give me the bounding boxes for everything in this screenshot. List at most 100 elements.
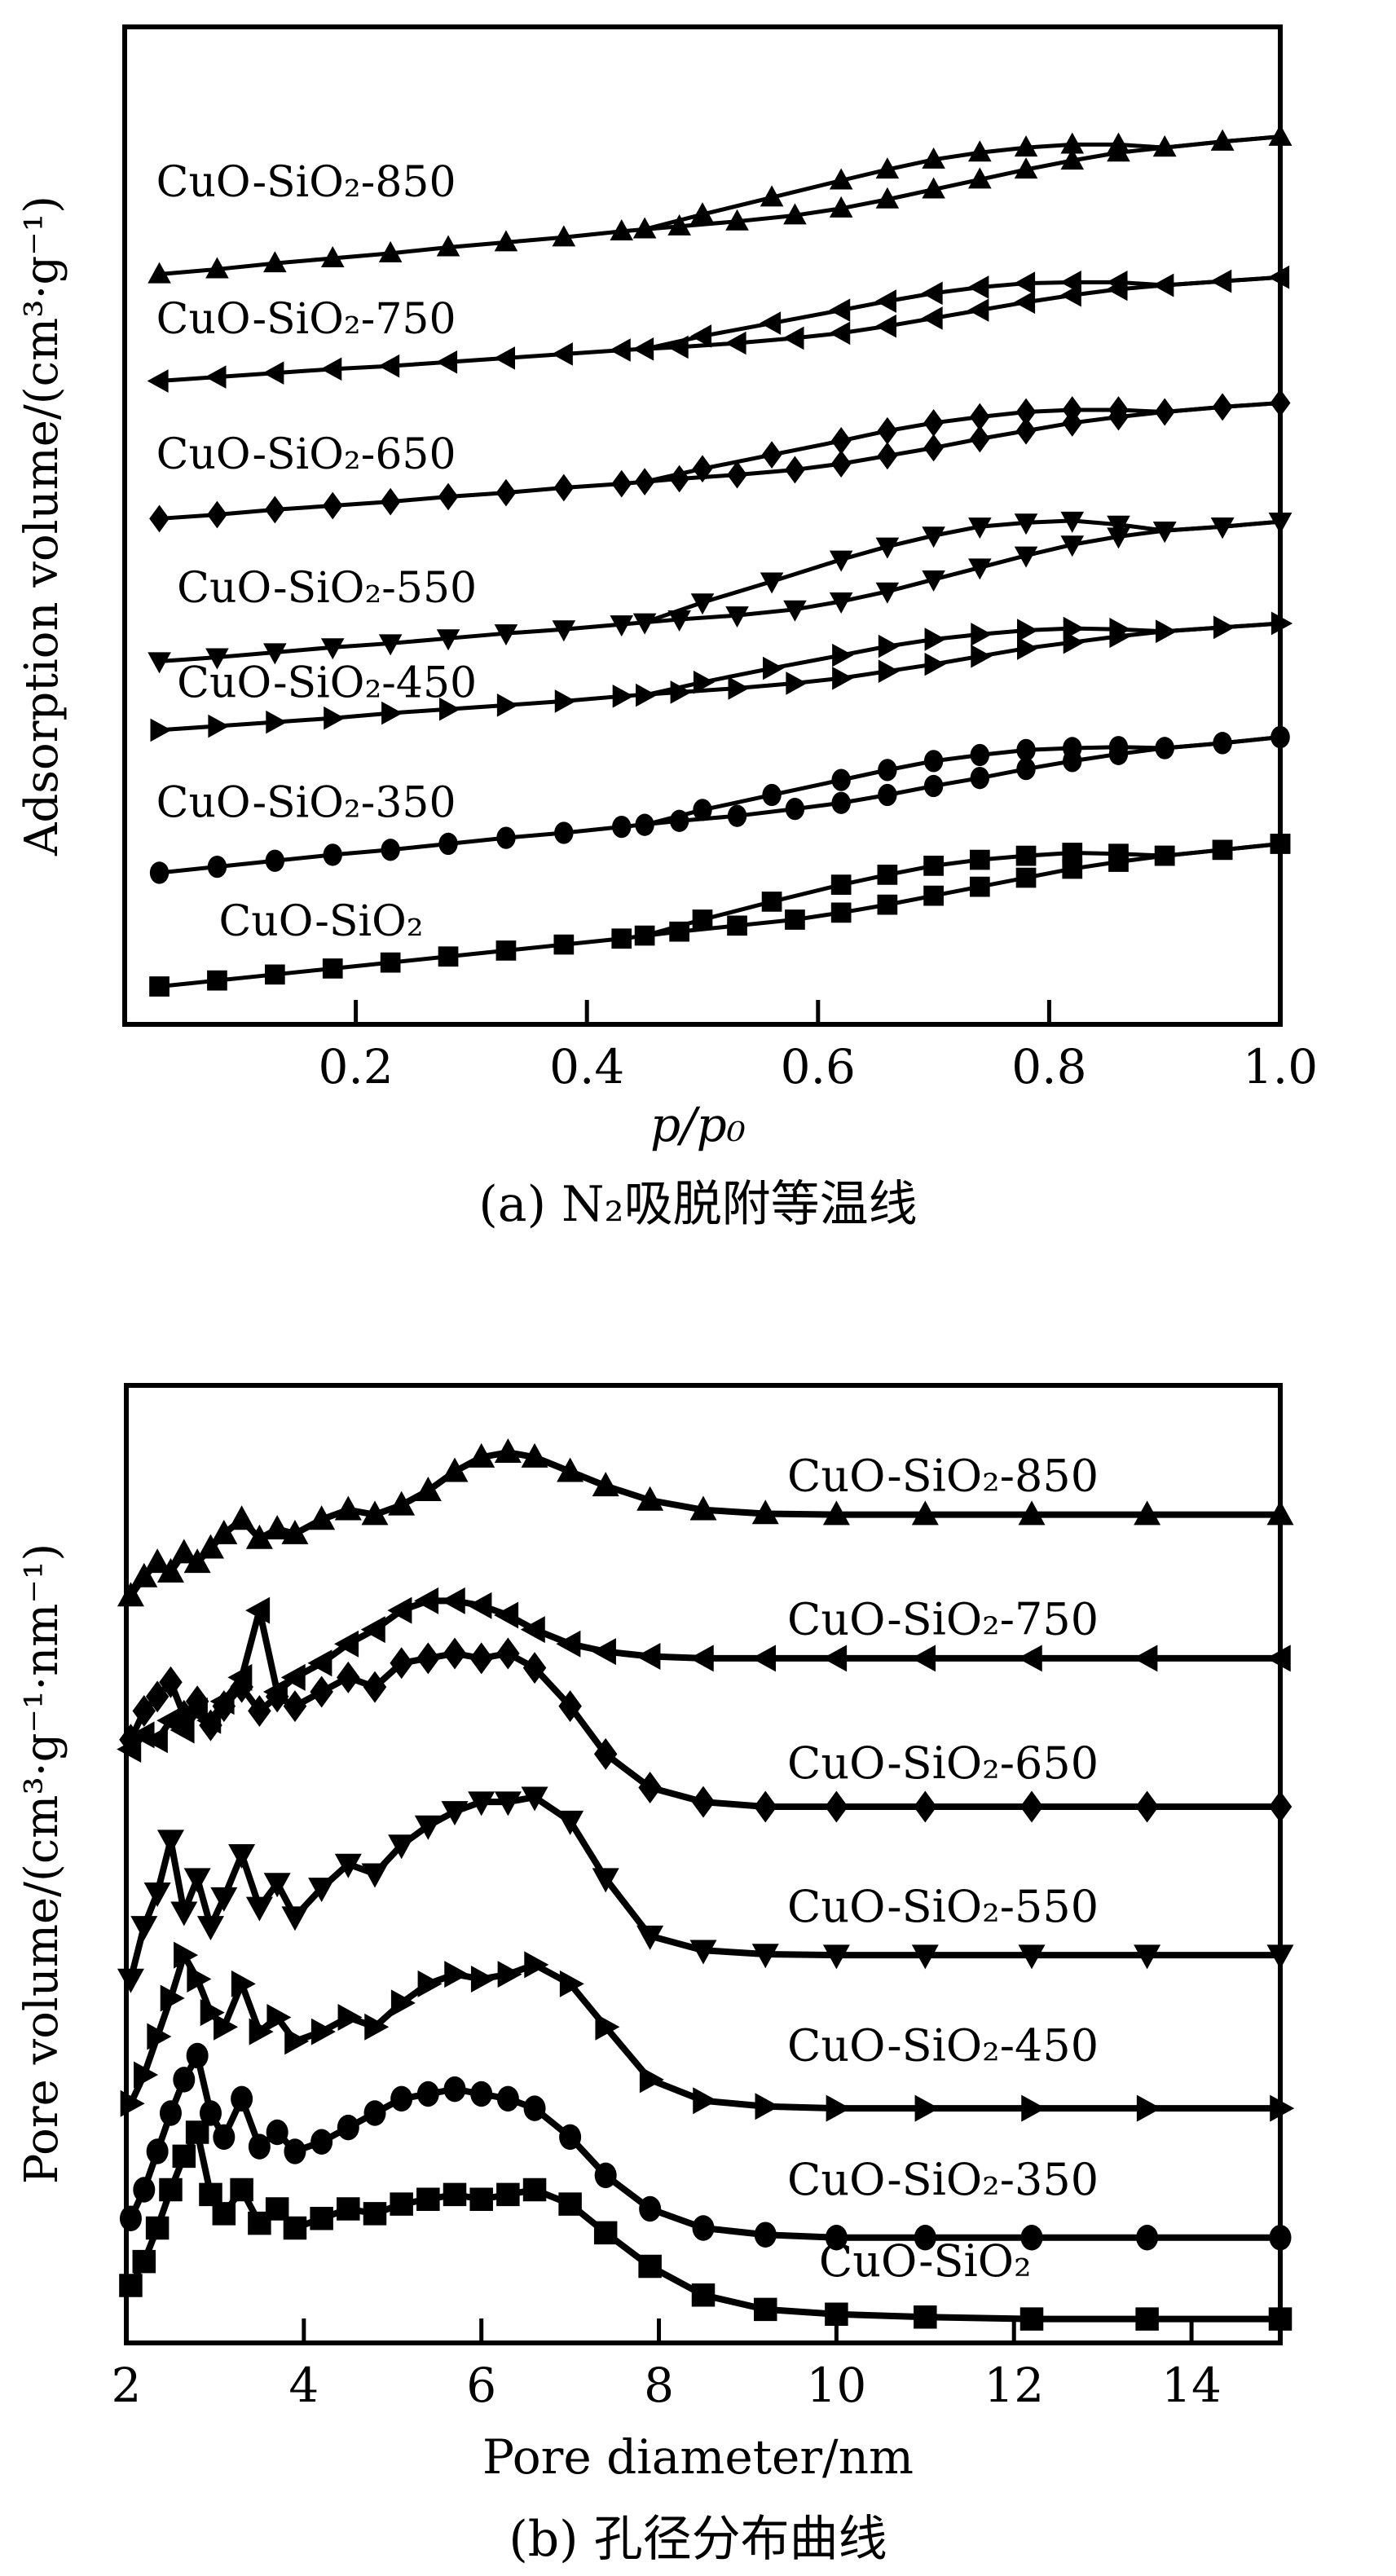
marker-triangle-right — [497, 1961, 522, 1988]
marker-triangle-right — [971, 623, 993, 646]
marker-square — [337, 2197, 360, 2221]
marker-triangle-up — [228, 1505, 256, 1530]
marker-triangle-left — [262, 361, 284, 385]
marker-triangle-left — [467, 1592, 492, 1619]
marker-circle — [1270, 725, 1290, 749]
caption-panel-a: (a) N₂吸脱附等温线 — [478, 1176, 918, 1233]
marker-square — [830, 902, 852, 923]
marker-triangle-left — [874, 314, 896, 338]
y-axis-label-pore-volume: Pore volume/(cm³·g⁻¹·nm⁻¹) — [15, 1543, 68, 2185]
marker-circle — [470, 2081, 493, 2107]
marker-triangle-right — [310, 2018, 336, 2045]
marker-square — [212, 2202, 236, 2226]
marker-circle — [213, 2124, 236, 2151]
marker-triangle-up — [922, 147, 945, 169]
marker-diamond — [207, 500, 227, 529]
marker-triangle-down — [205, 648, 229, 670]
series-line — [157, 734, 1283, 875]
marker-square — [877, 865, 898, 885]
marker-square — [310, 2207, 333, 2230]
marker-triangle-down — [1018, 1944, 1046, 1970]
marker-triangle-right — [438, 697, 460, 721]
marker-diamond — [390, 1647, 413, 1680]
x-tick-label: 10 — [806, 2358, 866, 2413]
marker-triangle-right — [1063, 616, 1085, 641]
marker-triangle-up — [170, 1539, 198, 1564]
marker-triangle-right — [1270, 2094, 1295, 2122]
series-label: CuO-SiO₂-750 — [156, 295, 456, 344]
marker-triangle-down — [1266, 1944, 1294, 1970]
marker-triangle-up — [557, 1457, 584, 1482]
marker-diamond — [264, 495, 285, 524]
marker-triangle-right — [496, 694, 518, 717]
marker-square — [830, 874, 852, 895]
marker-triangle-up — [117, 1582, 144, 1607]
marker-triangle-up — [308, 1505, 336, 1530]
marker-triangle-up — [494, 230, 518, 252]
marker-diamond — [638, 1772, 662, 1803]
marker-diamond — [727, 460, 747, 489]
marker-triangle-down — [922, 526, 945, 548]
marker-square — [634, 925, 655, 946]
marker-triangle-left — [436, 350, 458, 374]
marker-triangle-right — [971, 645, 993, 668]
marker-circle — [762, 783, 782, 807]
marker-triangle-down — [922, 570, 945, 592]
marker-triangle-right — [693, 670, 715, 694]
marker-triangle-left — [1210, 269, 1232, 293]
marker-circle — [323, 843, 342, 866]
series-label: CuO-SiO₂ — [819, 2235, 1032, 2287]
x-tick-label: 8 — [644, 2358, 674, 2413]
marker-circle — [146, 2138, 169, 2164]
marker-triangle-up — [751, 1499, 779, 1525]
x-axis-label-pore-diameter: Pore diameter/nm — [482, 2429, 914, 2485]
marker-triangle-up — [143, 1548, 171, 1574]
marker-circle — [914, 2225, 936, 2251]
marker-square — [438, 946, 459, 967]
marker-square — [207, 970, 227, 991]
marker-diamond — [159, 1666, 183, 1698]
marker-triangle-right — [381, 701, 403, 725]
marker-circle — [1016, 758, 1036, 781]
marker-triangle-right — [364, 2013, 390, 2041]
marker-diamond — [119, 1724, 143, 1756]
marker-triangle-up — [263, 1515, 291, 1539]
pore-size-chart: 2 4 6 8 10 12 14 CuO-SiO₂-850 CuO-SiO₂-750 CuO-Si… — [112, 1383, 1295, 2413]
marker-triangle-left — [921, 281, 943, 306]
marker-square — [496, 2182, 520, 2207]
marker-diamond — [1212, 393, 1233, 421]
series-line — [157, 621, 1283, 733]
marker-diamond — [611, 469, 632, 498]
marker-diamond — [416, 1642, 440, 1675]
marker-square — [416, 2187, 440, 2211]
marker-circle — [173, 2067, 196, 2093]
marker-triangle-up — [875, 157, 900, 179]
marker-triangle-down — [632, 613, 657, 635]
marker-triangle-up — [552, 225, 576, 247]
marker-diamond — [914, 1790, 937, 1823]
marker-triangle-right — [763, 656, 785, 680]
marker-diamond — [877, 442, 898, 470]
marker-circle — [639, 2195, 662, 2222]
marker-triangle-right — [324, 706, 346, 730]
marker-square — [914, 2305, 937, 2329]
marker-triangle-right — [832, 666, 854, 690]
marker-triangle-down — [822, 1944, 850, 1970]
marker-diamond — [691, 1786, 716, 1818]
marker-square — [159, 2177, 183, 2202]
marker-triangle-left — [414, 1587, 439, 1614]
marker-circle — [284, 2138, 306, 2164]
marker-triangle-up — [968, 140, 992, 162]
marker-diamond — [230, 1671, 253, 1703]
marker-triangle-left — [636, 1643, 661, 1671]
marker-square — [1062, 858, 1083, 879]
marker-square — [825, 2302, 848, 2326]
marker-circle — [635, 813, 654, 836]
marker-diamond — [310, 1676, 333, 1708]
x-axis-label-relative-pressure: p/p₀ — [650, 1097, 746, 1152]
marker-circle — [554, 821, 574, 844]
marker-square — [264, 964, 285, 985]
marker-diamond — [443, 1637, 467, 1670]
marker-circle — [443, 2076, 466, 2103]
